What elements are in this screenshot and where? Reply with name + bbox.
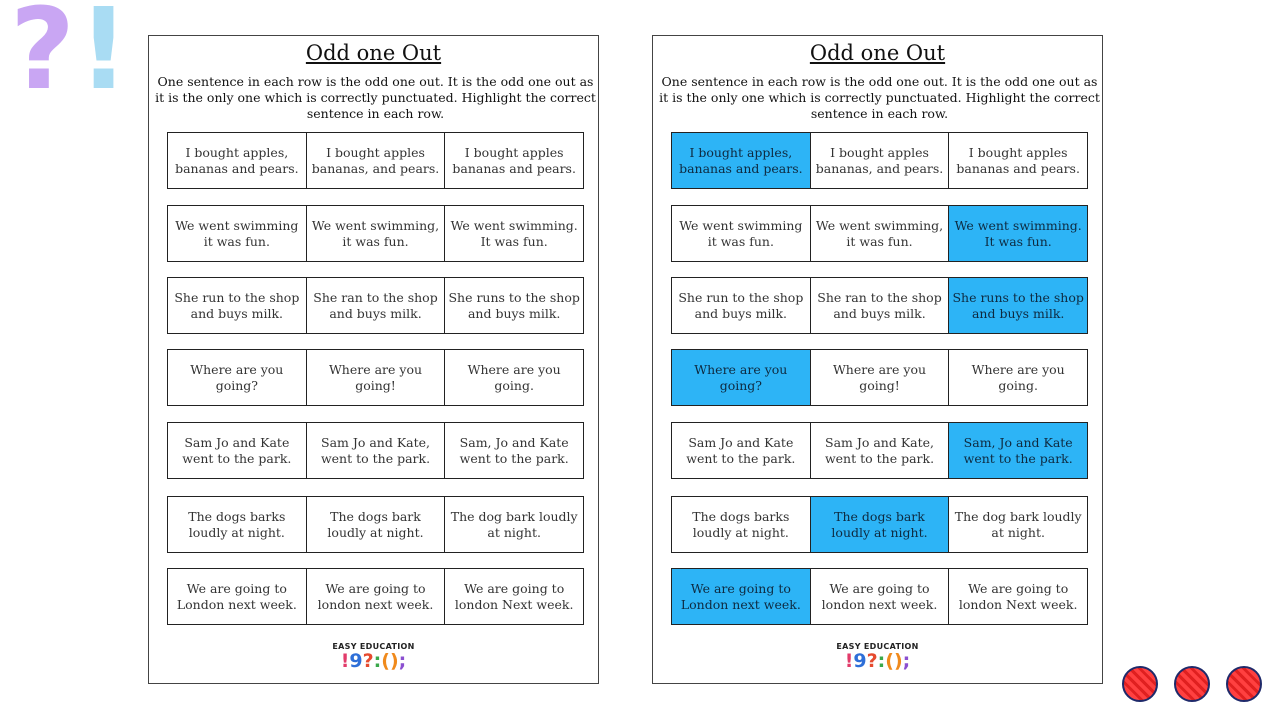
sentence-cell[interactable]: She runs to the shop and buys milk. bbox=[448, 289, 580, 321]
sentence-row: I bought apples, bananas and pears. I bou… bbox=[671, 132, 1088, 189]
sentence-cell[interactable]: We are going to london next week. bbox=[811, 569, 950, 624]
sentence-cell[interactable]: I bought apples, bananas and pears. bbox=[672, 133, 811, 188]
logo-mark: ? bbox=[866, 650, 878, 672]
sentence-row: Sam Jo and Kate went to the park. Sam Jo … bbox=[167, 422, 584, 479]
punctuation-marks-logo-icon: !9?:(); bbox=[149, 651, 598, 671]
sentence-cell[interactable]: I bought apples bananas, and pears. bbox=[307, 133, 446, 188]
sentence-cell[interactable]: The dogs bark loudly at night. bbox=[307, 497, 446, 552]
sentence-row: We went swimming it was fun. We went swim… bbox=[167, 205, 584, 262]
worksheet-blank: Odd one Out One sentence in each row is t… bbox=[148, 35, 599, 684]
sentence-cell[interactable]: Where are you going. bbox=[971, 361, 1065, 393]
sentence-row: Sam Jo and Kate went to the park. Sam Jo … bbox=[671, 422, 1088, 479]
logo-mark: ? bbox=[362, 650, 374, 672]
sentence-cell[interactable]: Sam Jo and Kate went to the park. bbox=[168, 423, 307, 478]
sentence-row: Where are you going? Where are you going!… bbox=[671, 349, 1088, 406]
sentence-cell[interactable]: She runs to the shop and buys milk. bbox=[949, 278, 1088, 333]
logo-mark: : bbox=[373, 650, 382, 672]
easy-education-logo: EASY EDUCATION !9?:(); bbox=[653, 642, 1102, 671]
sentence-cell[interactable]: Where are you going. bbox=[467, 361, 561, 393]
sentence-cell[interactable]: I bought apples bananas and pears. bbox=[956, 144, 1080, 176]
sentence-cell[interactable]: She ran to the shop and buys milk. bbox=[307, 278, 446, 333]
sentence-row: She run to the shop and buys milk. She ra… bbox=[167, 277, 584, 334]
logo-mark: () bbox=[885, 650, 903, 672]
nav-dot-2[interactable] bbox=[1174, 666, 1210, 702]
sentence-cell[interactable]: The dogs bark loudly at night. bbox=[810, 497, 950, 552]
sentence-cell[interactable]: Where are you going? bbox=[168, 350, 307, 405]
worksheet-instructions: One sentence in each row is the odd one … bbox=[155, 74, 596, 121]
logo-text: EASY EDUCATION bbox=[332, 642, 415, 651]
sentence-cell[interactable]: We went swimming. It was fun. bbox=[949, 206, 1088, 261]
sentence-row: We are going to London next week. We are … bbox=[167, 568, 584, 625]
sentence-cell[interactable]: I bought apples, bananas and pears. bbox=[168, 133, 307, 188]
sentence-cell[interactable]: I bought apples bananas, and pears. bbox=[811, 133, 950, 188]
sentence-cell[interactable]: The dog bark loudly at night. bbox=[450, 508, 578, 540]
sentence-row: I bought apples, bananas and pears. I bou… bbox=[167, 132, 584, 189]
nav-dot-3[interactable] bbox=[1226, 666, 1262, 702]
sentence-cell[interactable]: The dog bark loudly at night. bbox=[954, 508, 1082, 540]
sentence-cell[interactable]: We went swimming it was fun. bbox=[672, 206, 811, 261]
sentence-cell[interactable]: I bought apples bananas and pears. bbox=[452, 144, 576, 176]
sentence-row: We went swimming it was fun. We went swim… bbox=[671, 205, 1088, 262]
sentence-cell[interactable]: The dogs barks loudly at night. bbox=[672, 497, 811, 552]
worksheet-title: Odd one Out bbox=[305, 41, 442, 65]
sentence-row: The dogs barks loudly at night. The dogs … bbox=[167, 496, 584, 553]
logo-mark: 9 bbox=[349, 650, 363, 672]
sentence-row: We are going to London next week. We are … bbox=[671, 568, 1088, 625]
sentence-cell[interactable]: We went swimming, it was fun. bbox=[307, 206, 446, 261]
sentence-cell[interactable]: She ran to the shop and buys milk. bbox=[811, 278, 950, 333]
sentence-cell[interactable]: We are going to london Next week. bbox=[454, 580, 574, 612]
sentence-cell[interactable]: Sam Jo and Kate, went to the park. bbox=[811, 423, 950, 478]
sentence-cell[interactable]: Where are you going? bbox=[672, 350, 811, 405]
sentence-cell[interactable]: Sam Jo and Kate went to the park. bbox=[672, 423, 811, 478]
sentence-cell[interactable]: We went swimming it was fun. bbox=[168, 206, 307, 261]
sentence-cell[interactable]: She run to the shop and buys milk. bbox=[168, 278, 307, 333]
sentence-cell[interactable]: The dogs barks loudly at night. bbox=[168, 497, 307, 552]
sentence-row: The dogs barks loudly at night. The dogs … bbox=[671, 496, 1088, 553]
logo-text: EASY EDUCATION bbox=[836, 642, 919, 651]
sentence-cell[interactable]: We are going to london Next week. bbox=[958, 580, 1078, 612]
worksheet-instructions: One sentence in each row is the odd one … bbox=[659, 74, 1100, 121]
sentence-cell[interactable]: Sam Jo and Kate, went to the park. bbox=[307, 423, 446, 478]
sentence-cell[interactable]: Sam, Jo and Kate went to the park. bbox=[459, 434, 569, 466]
sentence-cell[interactable]: We went swimming. It was fun. bbox=[450, 217, 578, 249]
sentence-cell[interactable]: We are going to London next week. bbox=[672, 569, 811, 624]
sentence-cell[interactable]: Where are you going! bbox=[307, 350, 446, 405]
sentence-cell[interactable]: We went swimming, it was fun. bbox=[811, 206, 950, 261]
logo-mark: () bbox=[381, 650, 399, 672]
sentence-row: She run to the shop and buys milk. She ra… bbox=[671, 277, 1088, 334]
slide-nav bbox=[1122, 666, 1262, 702]
punctuation-marks-logo-icon: !9?:(); bbox=[653, 651, 1102, 671]
logo-mark: ! bbox=[844, 650, 854, 672]
sentence-cell[interactable]: Sam, Jo and Kate went to the park. bbox=[949, 423, 1088, 478]
easy-education-logo: EASY EDUCATION !9?:(); bbox=[149, 642, 598, 671]
sentence-cell[interactable]: Where are you going! bbox=[811, 350, 950, 405]
logo-mark: ; bbox=[902, 650, 911, 672]
nav-dot-1[interactable] bbox=[1122, 666, 1158, 702]
exclamation-mark-decoration: ! bbox=[78, 0, 130, 115]
sentence-cell[interactable]: We are going to London next week. bbox=[168, 569, 307, 624]
sentence-cell[interactable]: We are going to london next week. bbox=[307, 569, 446, 624]
logo-mark: : bbox=[877, 650, 886, 672]
logo-mark: ! bbox=[340, 650, 350, 672]
question-mark-decoration: ? bbox=[10, 0, 75, 115]
worksheet-title: Odd one Out bbox=[809, 41, 946, 65]
sentence-row: Where are you going? Where are you going!… bbox=[167, 349, 584, 406]
logo-mark: 9 bbox=[853, 650, 867, 672]
logo-mark: ; bbox=[398, 650, 407, 672]
worksheet-answers: Odd one Out One sentence in each row is t… bbox=[652, 35, 1103, 684]
sentence-cell[interactable]: She run to the shop and buys milk. bbox=[672, 278, 811, 333]
